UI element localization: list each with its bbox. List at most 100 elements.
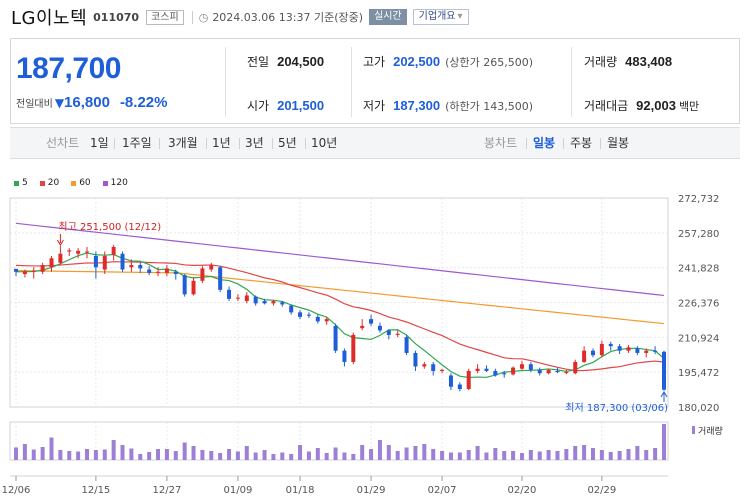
- candle-body: [49, 258, 54, 268]
- volume-bar: [466, 450, 471, 460]
- divider: [351, 47, 352, 117]
- volume-bar: [173, 451, 178, 460]
- volume-bar: [289, 454, 294, 460]
- volume-bar: [528, 450, 533, 460]
- candle-body: [262, 301, 267, 304]
- volume-bar: [573, 446, 578, 460]
- realtime-button[interactable]: 실시간: [369, 9, 407, 25]
- candle-body: [280, 302, 285, 305]
- x-tick-label: 12/15: [81, 485, 110, 496]
- candle-body: [555, 370, 560, 373]
- tab-divider: [600, 138, 601, 149]
- tab-1d[interactable]: 1일: [90, 136, 109, 150]
- candle-body: [333, 325, 338, 351]
- candle-body: [404, 337, 409, 353]
- low-price: 저가 187,300 (하한가 143,500): [363, 97, 533, 114]
- legend-swatch: [102, 180, 108, 186]
- candle-body: [31, 270, 36, 272]
- volume-bar: [386, 445, 391, 460]
- volume-bar: [662, 424, 666, 460]
- volume-bar: [422, 444, 427, 460]
- tab-divider: [305, 138, 306, 149]
- volume-bar: [431, 449, 436, 460]
- volume-bar: [209, 451, 214, 460]
- low-annotation: 최저 187,300 (03/06): [565, 402, 668, 414]
- y-tick-label: 272,732: [678, 194, 719, 205]
- candle-body: [138, 265, 143, 269]
- volume-bar: [298, 445, 303, 460]
- candle-body: [537, 369, 542, 374]
- volume-bar: [644, 450, 649, 460]
- lower-limit: (하한가 143,500): [445, 100, 534, 113]
- legend-ma60: 60: [71, 178, 91, 188]
- volume-bar: [413, 446, 418, 460]
- candle-body: [564, 372, 569, 374]
- candle-body: [617, 346, 622, 351]
- quote-summary: 187,700 전일대비 ▼ 16,800 -8.22% 전일 204,500 …: [10, 38, 740, 124]
- candle-body: [164, 268, 169, 273]
- volume-bar: [475, 446, 480, 460]
- volume-bar: [156, 449, 161, 460]
- chart-period-tabs: 선차트 1일 1주일 3개월 1년 3년 5년 10년 봉차트 일봉 주봉 월봉: [10, 127, 740, 159]
- quote-datetime: 2024.03.06 13:37 기준(장중): [212, 11, 364, 24]
- candle-body: [395, 333, 400, 335]
- tab-1w[interactable]: 1주일: [122, 136, 152, 150]
- tab-weekly[interactable]: 주봉: [570, 136, 593, 150]
- volume-bar: [40, 447, 45, 460]
- volume-bar: [360, 445, 365, 460]
- candle-body: [377, 325, 382, 331]
- x-tick-label: 02/29: [587, 485, 616, 496]
- legend-ma120: 120: [102, 178, 128, 188]
- tab-monthly[interactable]: 월봉: [607, 136, 630, 150]
- candle-body: [599, 343, 604, 356]
- volume-bar: [164, 449, 169, 460]
- header-divider: [191, 10, 193, 24]
- y-tick-label: 210,924: [678, 333, 719, 344]
- tab-3y[interactable]: 3년: [245, 136, 264, 150]
- trade-amount: 거래대금 92,003 백만: [584, 97, 699, 114]
- candle-body: [14, 268, 18, 272]
- candle-body: [457, 384, 462, 390]
- candle-body: [76, 250, 81, 254]
- volume-bar: [546, 450, 551, 460]
- volume-bar: [599, 450, 604, 460]
- candle-body: [227, 289, 232, 299]
- volume-bar: [262, 450, 267, 460]
- candle-body: [93, 256, 98, 268]
- y-tick-label: 257,280: [678, 229, 719, 240]
- candle-body: [440, 369, 445, 371]
- candle-body: [67, 250, 72, 252]
- volume-bar: [200, 450, 205, 460]
- tab-5y[interactable]: 5년: [278, 136, 297, 150]
- ma60-line: [15, 270, 665, 325]
- tab-1y[interactable]: 1년: [212, 136, 231, 150]
- volume-bar: [582, 445, 587, 460]
- tab-10y[interactable]: 10년: [311, 136, 338, 150]
- volume-bar: [147, 452, 152, 460]
- candle-body: [653, 350, 658, 352]
- legend-label: 120: [110, 178, 128, 188]
- amount-label: 거래대금: [584, 99, 629, 113]
- company-overview-button[interactable]: 기업개요 ▾: [412, 9, 469, 25]
- volume-bar: [653, 448, 658, 460]
- volume-bar: [244, 446, 249, 460]
- legend-label: 20: [47, 178, 60, 188]
- candle-body: [182, 275, 187, 295]
- clock-icon: ◷: [198, 10, 209, 24]
- volume-bar: [404, 447, 409, 460]
- candle-body: [386, 330, 391, 335]
- legend-ma5: 5: [14, 178, 28, 188]
- low-label: 저가: [363, 99, 386, 113]
- low-value: 187,300: [393, 98, 441, 113]
- volume-bar: [511, 451, 516, 460]
- x-tick-label: 12/27: [152, 485, 181, 496]
- candle-body: [644, 350, 649, 353]
- tab-3m[interactable]: 3개월: [168, 136, 198, 150]
- volume-bar: [395, 451, 400, 460]
- tab-divider: [159, 138, 160, 149]
- legend-label: 60: [79, 178, 91, 188]
- volume-bar: [31, 449, 36, 460]
- tab-daily[interactable]: 일봉: [533, 136, 556, 150]
- volume-bar: [85, 449, 90, 460]
